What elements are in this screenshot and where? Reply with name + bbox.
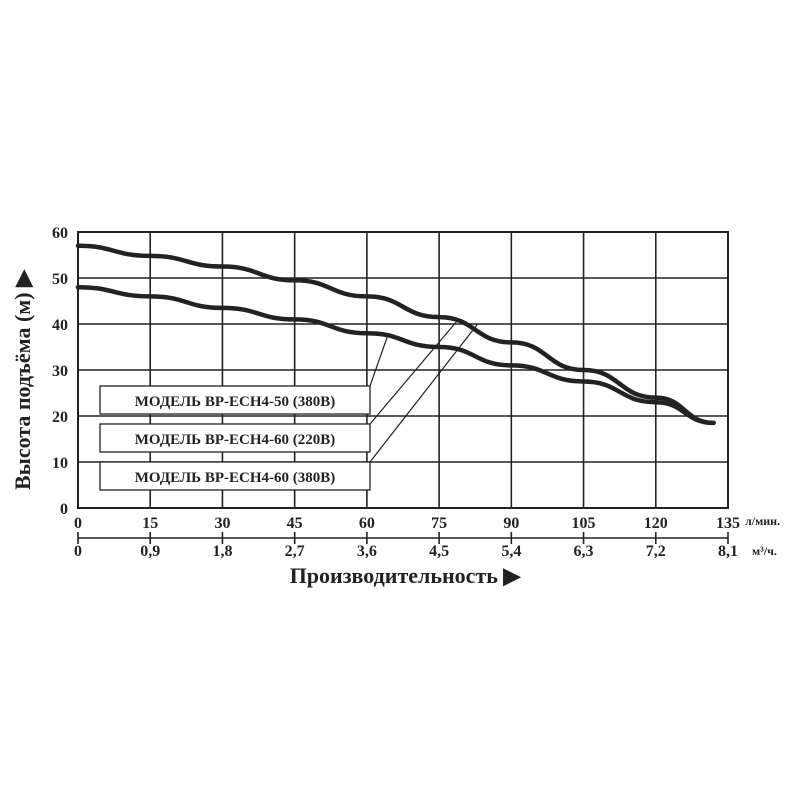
x-tick-label-secondary: 6,3: [574, 543, 594, 560]
y-tick-label: 20: [52, 409, 68, 426]
curves: [75, 243, 716, 426]
x-tick-label-primary: 60: [359, 515, 375, 532]
x-tick-label-secondary: 5,4: [501, 543, 521, 560]
x-tick-label-primary: 135: [716, 515, 740, 532]
legend-leaders: [369, 319, 479, 463]
legend-label: МОДЕЛЬ BP-ECH4-60 (220В): [135, 432, 335, 448]
legend-box: [99, 461, 371, 491]
y-tick-label: 0: [60, 501, 68, 518]
y-tick-label: 40: [52, 317, 68, 334]
x-tick-label-primary: 30: [214, 515, 230, 532]
x-tick-label-primary: 75: [431, 515, 447, 532]
x-axis-title: Производительность ▶: [290, 563, 522, 588]
x-tick-label-primary: 45: [287, 515, 303, 532]
x-axis-ticks: 0 15 30 45 60 75 90 105 120 135 0 0,9 1,8 2,7 3,6 4,5 5,…: [74, 515, 740, 560]
legend-label: МОДЕЛЬ BP-ECH4-60 (380В): [135, 470, 335, 486]
x-tick-label-primary: 0: [74, 515, 82, 532]
y-tick-label: 30: [52, 363, 68, 380]
x-tick-label-secondary: 0,9: [140, 543, 160, 560]
x-tick-label-secondary: 7,2: [646, 543, 666, 560]
x-tick-label-primary: 15: [142, 515, 158, 532]
y-axis-ticks: 0 10 20 30 40 50 60: [52, 225, 68, 518]
y-tick-label: 50: [52, 271, 68, 288]
x-tick-label-primary: 120: [644, 515, 668, 532]
legend-leader-line: [369, 319, 459, 425]
x-tick-label-secondary: 4,5: [429, 543, 449, 560]
secondary-axis-tick-marks: [77, 532, 729, 544]
y-tick-label: 10: [52, 455, 68, 472]
x-unit-secondary: м³/ч.: [752, 544, 777, 558]
x-unit-primary: л/мин.: [745, 514, 780, 528]
x-tick-label-primary: 105: [572, 515, 596, 532]
legend: МОДЕЛЬ BP-ECH4-50 (380В) МОДЕЛЬ BP-ECH4-6…: [99, 385, 371, 491]
legend-label: МОДЕЛЬ BP-ECH4-50 (380В): [135, 394, 335, 410]
x-tick-label-secondary: 2,7: [285, 543, 305, 560]
legend-box: [99, 385, 371, 415]
series-line-1: [75, 243, 716, 426]
y-axis-title: Высота подъёма (м) ▶: [10, 269, 35, 490]
x-tick-label-secondary: 8,1: [718, 543, 738, 560]
series-line-0: [75, 284, 716, 426]
x-tick-label-secondary: 3,6: [357, 543, 377, 560]
legend-box: [99, 423, 371, 453]
legend-leader-line: [369, 323, 479, 463]
plot-frame: [77, 231, 729, 509]
y-tick-label: 60: [52, 225, 68, 242]
x-tick-label-primary: 90: [503, 515, 519, 532]
x-tick-label-secondary: 0: [74, 543, 82, 560]
legend-leader-line: [369, 333, 390, 387]
x-tick-label-secondary: 1,8: [212, 543, 232, 560]
